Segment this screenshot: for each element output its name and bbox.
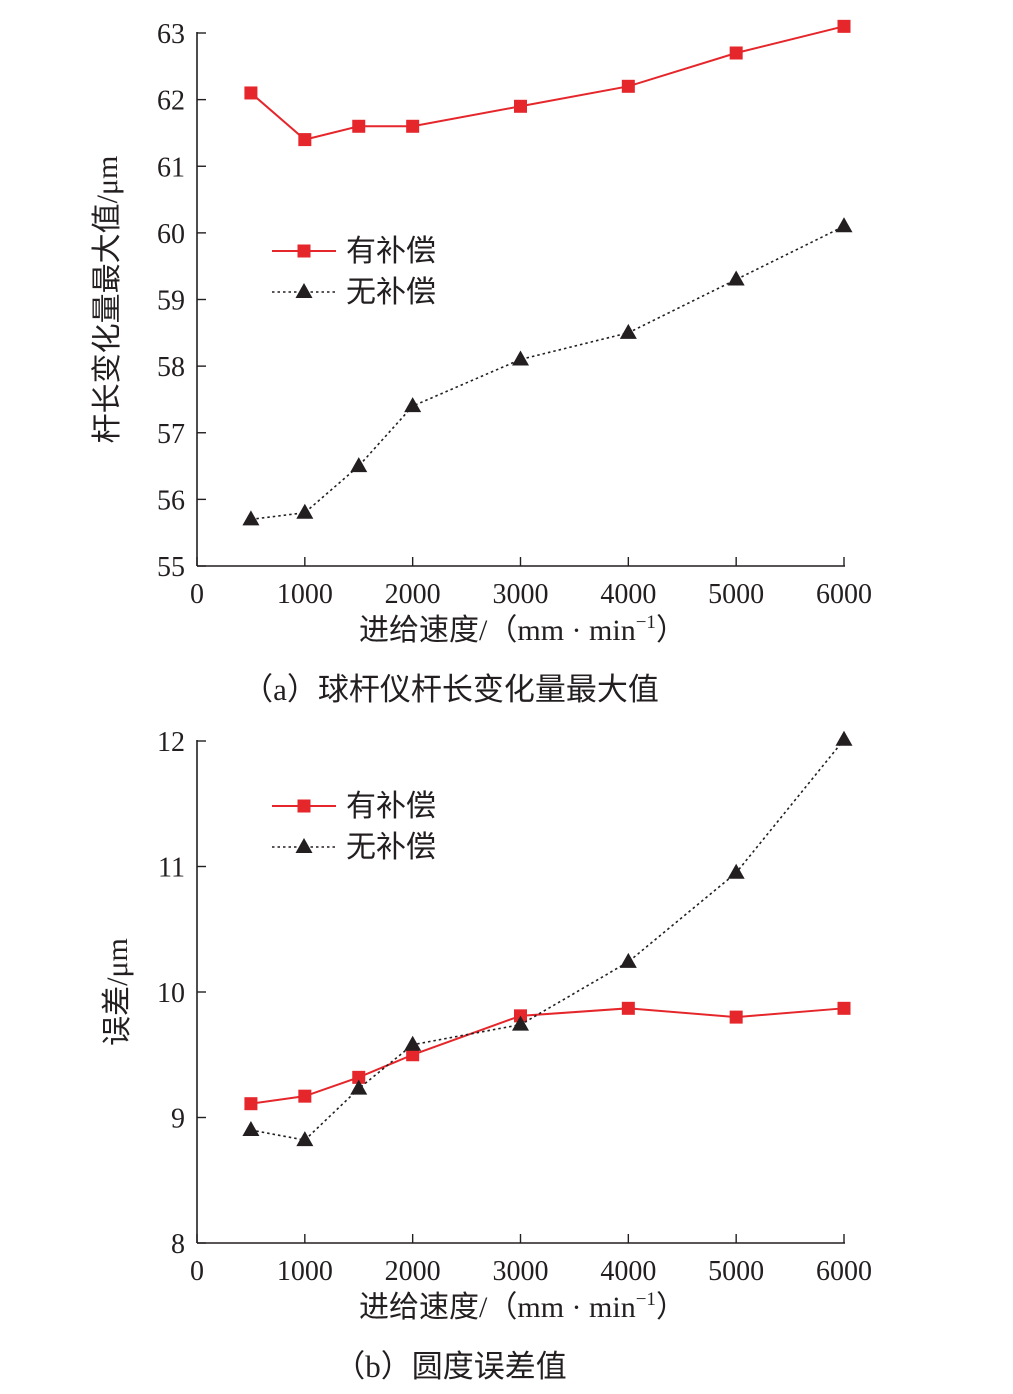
data-point-square [352,1070,366,1084]
y-tick-label: 11 [158,853,185,884]
data-point-triangle [404,397,422,413]
series-line-compensated [250,1007,845,1105]
legend-label: 有补偿 [346,790,436,823]
data-point-square [298,1089,312,1103]
x-tick-label: 6000 [816,579,872,610]
data-point-square [837,19,851,33]
x-tick-label: 4000 [600,1256,656,1287]
x-axis-label-superscript: −1 [636,1289,656,1310]
legend-marker-triangle [295,283,313,298]
legend-label: 有补偿 [346,235,436,268]
x-axis-label-end: ） [656,1291,686,1324]
x-tick-label: 6000 [816,1256,872,1287]
x-tick-label: 1000 [277,1256,333,1287]
data-point-square [244,1097,258,1111]
y-axis-label: 杆长变化量最大值/μm [91,156,124,444]
chart-panel-b: 8 9 10 11 12 0 1000 2000 3000 4000 5000 6000 误差/μm 进给… [101,727,872,1384]
chart-caption: （a）球杆仪杆长变化量最大值 [242,672,659,707]
series-line-compensated [250,25,845,141]
data-point-triangle [619,323,637,339]
data-point-square [729,1010,743,1024]
x-tick-label: 3000 [493,1256,549,1287]
data-point-square [729,46,743,60]
data-point-square [298,133,312,147]
x-tick-label: 2000 [385,1256,441,1287]
x-tick-label: 0 [190,1256,204,1287]
y-tick-label: 61 [157,152,185,183]
legend-label: 无补偿 [346,276,436,309]
x-tick-label: 0 [190,579,204,610]
data-point-triangle [242,1121,260,1137]
data-point-triangle [727,270,745,286]
x-axis-label-end: ） [656,614,686,647]
data-point-square [406,1048,420,1062]
x-tick-label: 1000 [277,579,333,610]
y-tick-label: 56 [157,485,185,516]
data-point-square [621,1001,635,1015]
x-tick-label: 3000 [493,579,549,610]
x-axis-label-superscript: −1 [636,612,656,633]
y-tick-label: 55 [157,552,185,583]
y-tick-label: 62 [157,86,185,117]
data-point-triangle [619,952,637,968]
data-point-triangle [296,1131,314,1147]
data-point-square [406,119,420,133]
chart-panel-a: 55 56 57 58 59 60 61 62 63 0 1000 2000 3000 4000 5000 6… [91,19,872,707]
x-axis-label: 进给速度/（mm · min−1） [359,1289,686,1324]
y-tick-label: 9 [171,1104,185,1135]
x-tick-label: 4000 [600,579,656,610]
y-tick-label: 60 [157,219,185,250]
x-tick-label: 5000 [708,1256,764,1287]
x-axis-label-main: 进给速度/（mm · min [359,1291,636,1324]
data-point-triangle [512,350,529,366]
legend-marker-square [297,244,311,258]
x-tick-label: 5000 [708,579,764,610]
data-point-triangle [404,1035,422,1051]
data-point-square [837,1001,851,1015]
data-point-triangle [242,510,260,526]
data-point-square [621,79,635,93]
y-tick-label: 10 [157,978,185,1009]
y-tick-label: 8 [171,1229,185,1260]
data-point-triangle [835,217,853,233]
y-tick-label: 57 [157,419,185,450]
data-point-square [244,86,258,100]
data-point-triangle [727,863,745,879]
x-tick-label: 2000 [385,579,441,610]
data-point-triangle [350,457,368,473]
y-axis-label: 误差/μm [101,938,134,1046]
legend-marker-triangle [295,838,313,853]
y-tick-label: 63 [157,19,185,50]
data-point-square [352,119,366,133]
data-point-triangle [835,730,853,746]
y-tick-label: 59 [157,286,185,317]
data-point-triangle [296,503,314,519]
x-axis-label-main: 进给速度/（mm · min [359,614,636,647]
y-tick-label: 12 [157,727,185,758]
data-point-triangle [512,1015,529,1031]
chart-caption: （b）圆度误差值 [334,1349,567,1384]
data-point-square [514,99,527,113]
legend-marker-square [297,799,311,813]
data-point-triangle [350,1079,368,1095]
y-tick-label: 58 [157,352,185,383]
legend-label: 无补偿 [346,831,436,864]
series-line-uncompensated [250,739,845,1141]
x-axis-label: 进给速度/（mm · min−1） [359,612,686,647]
series-line-uncompensated [250,225,845,521]
